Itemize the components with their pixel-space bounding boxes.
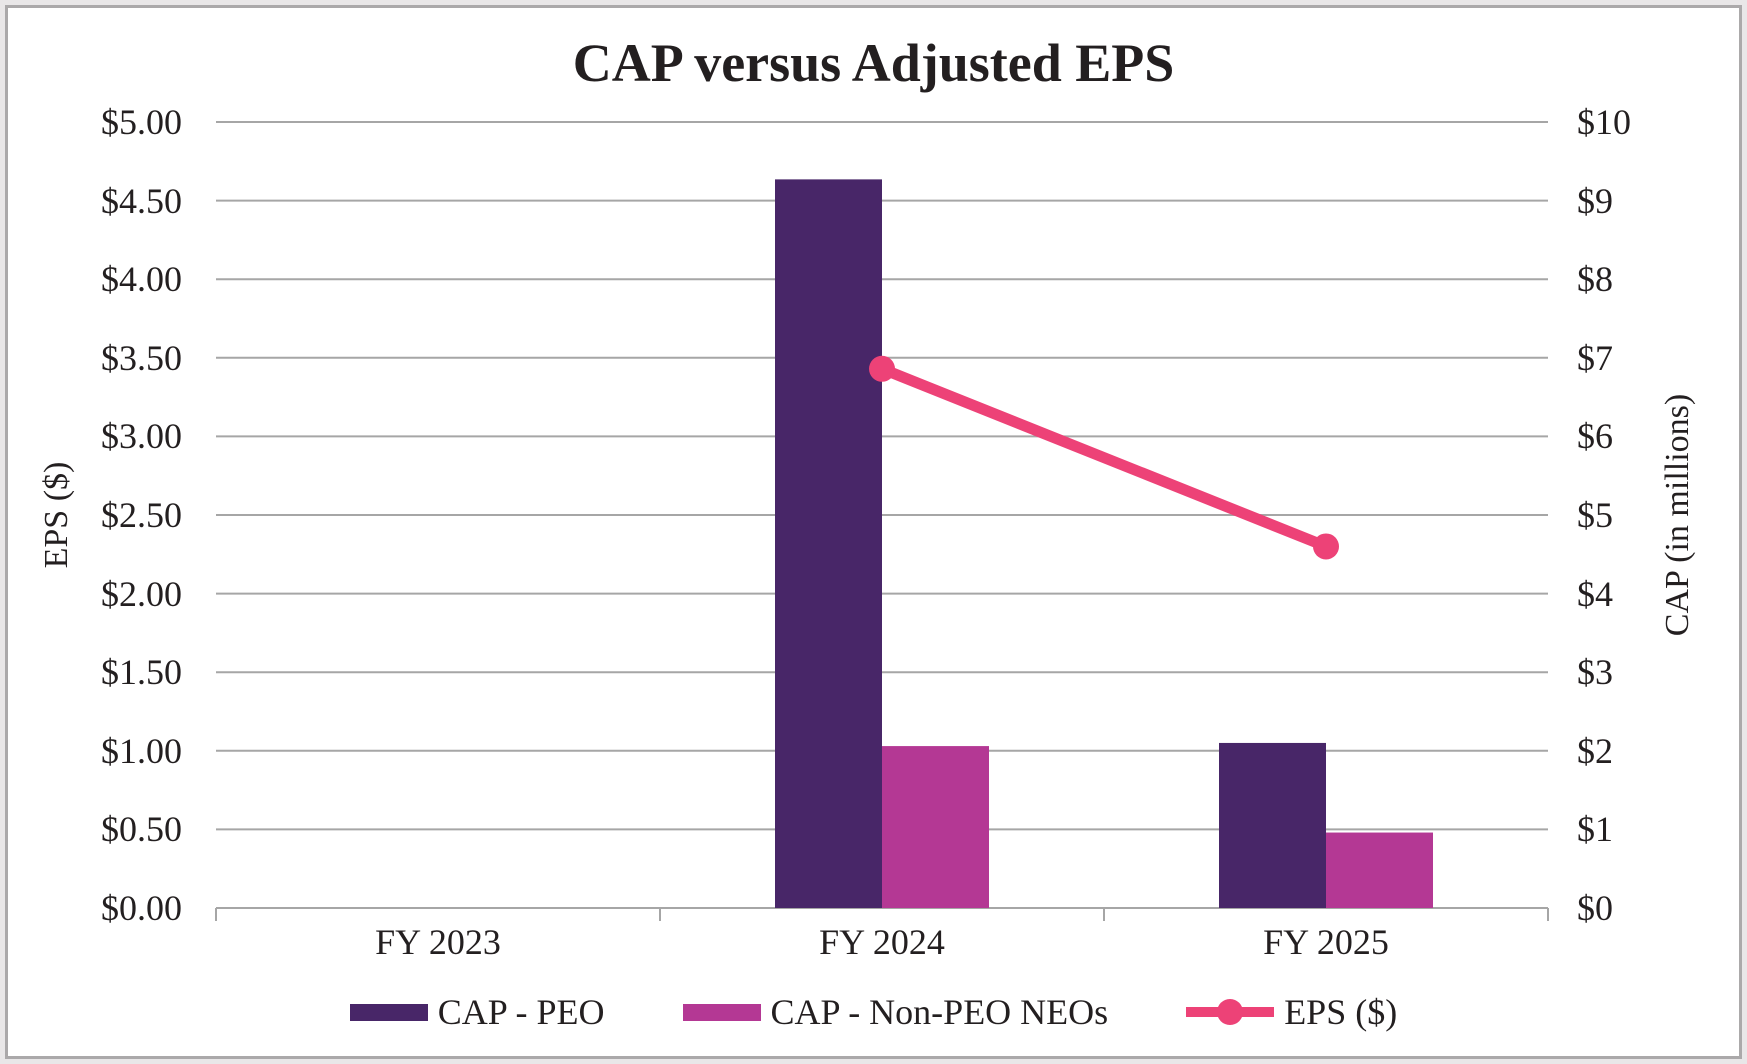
right-axis-tick-label: $1: [1577, 809, 1613, 850]
right-axis-tick-label: $5: [1577, 495, 1613, 535]
left-axis-tick-label: $2.00: [101, 573, 182, 614]
left-axis-tick-label: $3.00: [101, 416, 182, 457]
chart-title: CAP versus Adjusted EPS: [572, 33, 1175, 93]
legend-item-eps: EPS ($): [1186, 994, 1397, 1030]
right-axis-tick-label: $3: [1577, 652, 1613, 693]
legend-label: EPS ($): [1284, 992, 1398, 1032]
eps-line-marker: [1313, 533, 1339, 560]
x-axis-label-fy-2024: FY 2024: [819, 922, 945, 962]
eps-line-marker: [869, 355, 895, 382]
bar-cap-non-peo-neos: [1326, 832, 1433, 908]
left-axis-tick-label: $4.00: [101, 259, 182, 300]
legend-item-cap-peo: CAP - PEO: [349, 992, 605, 1032]
left-axis-tick-label: $0.00: [101, 888, 182, 928]
left-axis-tick-label: $0.50: [101, 809, 182, 850]
eps-line: [876, 363, 1332, 552]
x-axis-label-fy-2023: FY 2023: [375, 922, 501, 962]
legend-label: CAP - PEO: [437, 992, 605, 1032]
left-axis-tick-label: $1.00: [101, 730, 182, 771]
right-axis-tick-label: $6: [1577, 416, 1613, 457]
right-axis-tick-label: $2: [1577, 730, 1613, 771]
bar-cap-peo: [1219, 742, 1326, 908]
x-axis-label-fy-2025: FY 2025: [1263, 922, 1389, 962]
left-axis-tick-label: $1.50: [101, 652, 182, 693]
left-axis-tick-label: $2.50: [101, 495, 182, 535]
right-axis-tick-label: $7: [1577, 337, 1613, 378]
right-axis-tick-label: $10: [1577, 102, 1631, 142]
bar-cap-non-peo-neos: [882, 746, 989, 908]
legend-swatch-cap-non-peo-neos-icon: [682, 1003, 761, 1021]
right-axis-tick-label: $8: [1577, 259, 1613, 300]
left-axis-tick-label: $3.50: [101, 337, 182, 378]
legend-label: CAP - Non-PEO NEOs: [770, 992, 1109, 1032]
legend-line-marker: [1217, 999, 1244, 1025]
legend-swatch-cap-peo-icon: [349, 1003, 428, 1021]
legend-item-cap-non-peo-neos: CAP - Non-PEO NEOs: [682, 992, 1109, 1032]
right-axis-tick-label: $0: [1577, 888, 1613, 928]
left-axis-tick-label: $5.00: [101, 102, 182, 142]
bar-cap-peo: [775, 179, 882, 909]
legend: CAP - PEO CAP - Non-PEO NEOs EPS ($): [0, 988, 1747, 1036]
right-axis-tick-label: $9: [1577, 180, 1613, 221]
left-axis-tick-label: $4.50: [101, 180, 182, 221]
legend-swatch-eps-icon: [1186, 998, 1275, 1026]
right-axis-tick-label: $4: [1577, 573, 1613, 614]
